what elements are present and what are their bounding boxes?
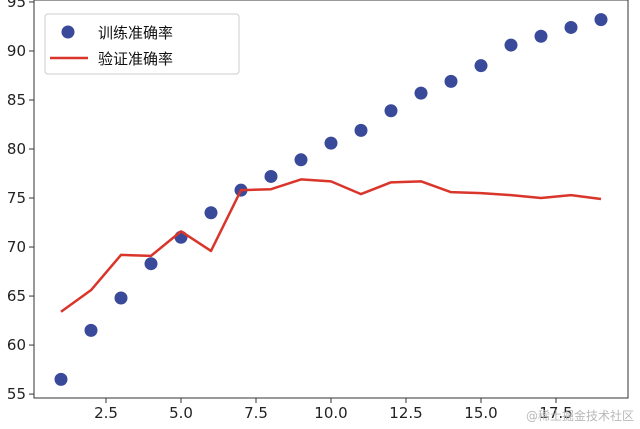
x-tick-label: 15.0: [464, 404, 497, 422]
x-axis: 2.5 5.0 7.5 10.0 12.5 15.0 17.5: [94, 398, 573, 422]
training-accuracy-point: [414, 86, 428, 100]
watermark: @稀土掘金技术社区: [526, 408, 634, 423]
y-tick-label: 55: [7, 385, 26, 403]
training-accuracy-point: [354, 123, 368, 137]
training-accuracy-point: [474, 59, 488, 73]
legend-box: [44, 13, 240, 75]
training-accuracy-point: [504, 38, 518, 52]
y-tick-label: 80: [7, 140, 26, 158]
training-accuracy-point: [324, 136, 338, 150]
y-tick-label: 60: [7, 336, 26, 354]
legend-marker-train: [61, 25, 75, 39]
y-tick-label: 85: [7, 91, 26, 109]
y-tick-label: 65: [7, 287, 26, 305]
legend-label-train: 训练准确率: [98, 24, 173, 42]
training-accuracy-point: [114, 291, 128, 305]
x-tick-label: 2.5: [94, 404, 118, 422]
training-accuracy-point: [54, 372, 68, 386]
x-tick-label: 5.0: [169, 404, 193, 422]
x-tick-label: 10.0: [314, 404, 347, 422]
training-accuracy-point: [444, 74, 458, 88]
x-tick-label: 12.5: [389, 404, 422, 422]
y-tick-label: 90: [7, 42, 26, 60]
training-accuracy-point: [384, 104, 398, 118]
training-accuracy-point: [594, 13, 608, 27]
training-accuracy-point: [144, 257, 158, 271]
training-accuracy-point: [564, 20, 578, 34]
training-accuracy-point: [534, 29, 548, 43]
legend-label-val: 验证准确率: [98, 50, 173, 68]
training-accuracy-point: [204, 206, 218, 220]
series-layer: [54, 13, 608, 386]
y-axis: 55 60 65 70 75 80 85 90 95: [7, 0, 34, 403]
x-tick-label: 7.5: [244, 404, 268, 422]
validation-accuracy-line: [60, 178, 602, 313]
y-tick-label: 70: [7, 238, 26, 256]
legend: 训练准确率 验证准确率: [44, 13, 240, 75]
training-accuracy-point: [264, 169, 278, 183]
y-tick-label: 95: [7, 0, 26, 11]
x-tick-label: 17.5: [539, 404, 572, 422]
training-accuracy-point: [84, 323, 98, 337]
training-accuracy-point: [294, 153, 308, 167]
y-tick-label: 75: [7, 189, 26, 207]
